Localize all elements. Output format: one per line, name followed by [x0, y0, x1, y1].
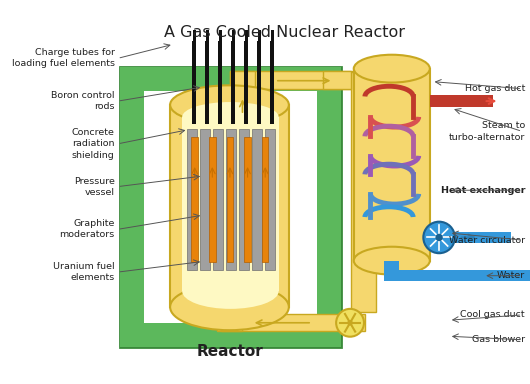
Text: Heat exchanger: Heat exchanger — [440, 186, 525, 195]
Bar — [231, 71, 353, 89]
Ellipse shape — [170, 85, 289, 124]
Bar — [216, 280, 242, 331]
Bar — [192, 41, 196, 124]
Text: Graphite
moderators: Graphite moderators — [59, 219, 114, 240]
Bar — [191, 137, 198, 263]
Bar — [219, 30, 222, 67]
Circle shape — [336, 309, 364, 337]
Bar — [244, 41, 248, 124]
Bar — [323, 71, 351, 89]
Bar — [205, 41, 209, 124]
Bar — [258, 30, 261, 67]
Bar — [238, 129, 249, 270]
Text: Reactor: Reactor — [197, 344, 264, 359]
Text: Gas blower: Gas blower — [472, 335, 525, 344]
Bar — [133, 323, 328, 334]
Bar — [384, 270, 530, 281]
Text: Steam to
turbo-alternator: Steam to turbo-alternator — [449, 121, 525, 141]
Bar — [226, 129, 236, 270]
Bar — [221, 313, 365, 331]
Bar — [133, 80, 328, 91]
Bar — [316, 80, 328, 334]
Circle shape — [435, 234, 443, 241]
Ellipse shape — [182, 102, 279, 132]
Bar — [328, 67, 341, 347]
Ellipse shape — [170, 284, 289, 330]
Bar — [218, 41, 222, 124]
Bar — [231, 71, 255, 120]
Bar — [262, 137, 268, 263]
Text: Concrete
radiation
shielding: Concrete radiation shielding — [72, 128, 114, 159]
Bar — [206, 30, 209, 67]
Text: Boron control
rods: Boron control rods — [51, 91, 114, 111]
Bar — [264, 129, 275, 270]
Ellipse shape — [182, 274, 279, 309]
Bar — [200, 129, 210, 270]
Bar — [120, 67, 341, 347]
Text: A Gas Cooled Nuclear Reactor: A Gas Cooled Nuclear Reactor — [164, 25, 405, 40]
Bar — [133, 80, 144, 334]
Text: Hot gas duct: Hot gas duct — [465, 84, 525, 93]
Bar — [270, 41, 274, 124]
Circle shape — [423, 222, 455, 253]
Ellipse shape — [354, 247, 430, 275]
Ellipse shape — [354, 55, 430, 83]
Bar — [133, 80, 328, 334]
Bar — [182, 117, 279, 291]
Bar — [252, 129, 262, 270]
Bar — [354, 69, 430, 261]
Bar — [193, 30, 196, 67]
Bar — [271, 30, 273, 67]
Bar — [120, 67, 341, 80]
Bar — [244, 137, 251, 263]
Text: Charge tubes for
loading fuel elements: Charge tubes for loading fuel elements — [12, 48, 114, 68]
Bar — [120, 67, 133, 347]
Bar — [170, 105, 289, 307]
Bar — [120, 334, 341, 347]
Bar — [351, 72, 376, 312]
Bar — [227, 137, 233, 263]
Bar — [384, 261, 399, 281]
Text: Uranium fuel
elements: Uranium fuel elements — [53, 262, 114, 282]
Circle shape — [347, 320, 353, 326]
Text: Cool gas duct: Cool gas duct — [461, 310, 525, 319]
Text: Water circulator: Water circulator — [449, 235, 525, 245]
Bar — [455, 232, 510, 243]
Bar — [231, 41, 235, 124]
Bar — [430, 94, 493, 107]
Bar — [187, 129, 197, 270]
Bar — [213, 129, 223, 270]
Bar — [209, 137, 216, 263]
Bar — [144, 91, 316, 323]
Bar — [232, 30, 235, 67]
Bar — [245, 30, 248, 67]
Text: Pressure
vessel: Pressure vessel — [74, 177, 114, 197]
Text: Water: Water — [497, 271, 525, 280]
Bar — [257, 41, 261, 124]
